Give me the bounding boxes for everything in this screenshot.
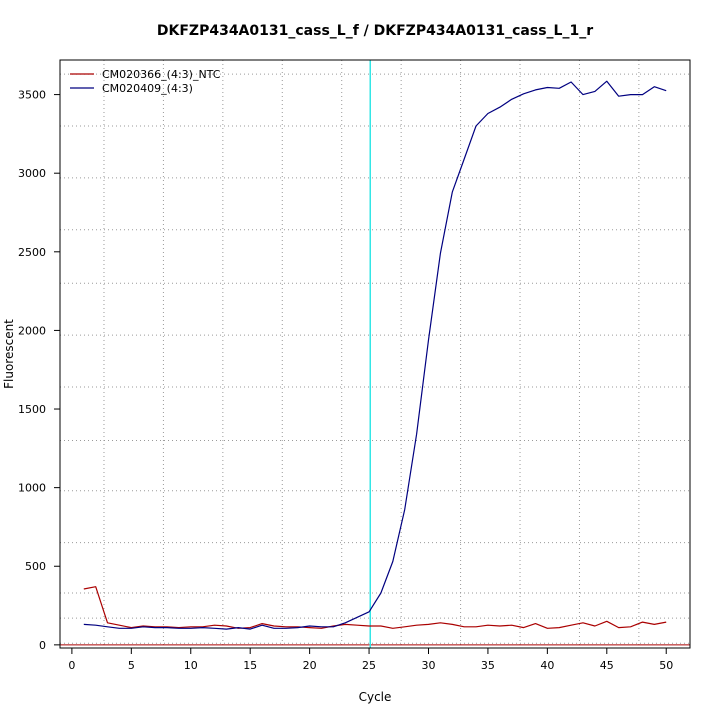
y-tick-label: 500 (25, 560, 46, 573)
x-tick-label: 15 (243, 659, 257, 672)
chart-title: DKFZP434A0131_cass_L_f / DKFZP434A0131_c… (157, 23, 593, 39)
grid (60, 60, 690, 648)
x-tick-label: 30 (421, 659, 435, 672)
y-tick-label: 3000 (18, 167, 46, 180)
x-tick-label: 0 (68, 659, 75, 672)
series-lines (83, 80, 667, 630)
series-line-2 (83, 80, 667, 630)
y-tick-label: 3500 (18, 89, 46, 102)
legend-label-1: CM020366_(4:3)_NTC (102, 68, 221, 81)
y-tick-label: 2500 (18, 246, 46, 259)
x-tick-label: 20 (303, 659, 317, 672)
x-axis: 0 5 10 15 20 25 30 35 40 45 50 (68, 647, 673, 672)
x-axis-label: Cycle (359, 690, 392, 704)
y-tick-label: 1000 (18, 482, 46, 495)
x-tick-label: 10 (184, 659, 198, 672)
y-axis: 0 500 1000 1500 2000 2500 3000 3500 (18, 89, 61, 652)
series-line-1 (83, 586, 667, 629)
x-tick-label: 50 (659, 659, 673, 672)
y-tick-label: 2000 (18, 324, 46, 337)
y-tick-label: 1500 (18, 403, 46, 416)
y-tick-label: 0 (39, 639, 46, 652)
plot-frame (59, 59, 691, 649)
reference-lines (60, 60, 690, 648)
y-axis-label: Fluorescent (2, 319, 16, 389)
x-tick-label: 40 (540, 659, 554, 672)
x-tick-label: 45 (600, 659, 614, 672)
legend-label-2: CM020409_(4:3) (102, 82, 193, 95)
x-tick-label: 35 (481, 659, 495, 672)
x-tick-label: 25 (362, 659, 376, 672)
x-tick-label: 5 (128, 659, 135, 672)
